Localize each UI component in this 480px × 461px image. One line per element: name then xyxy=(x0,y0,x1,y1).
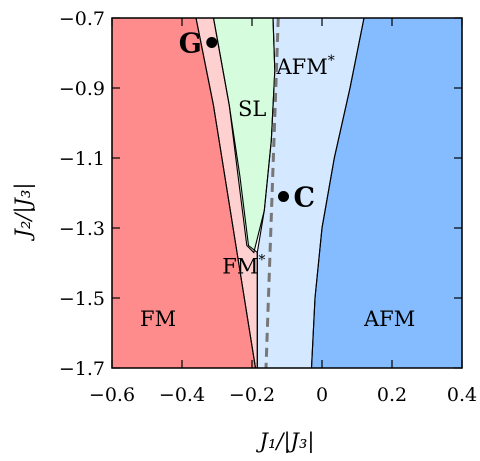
region-label-afm-star: AFM* xyxy=(276,53,335,79)
region-sl xyxy=(213,18,275,253)
point-g-label: G xyxy=(179,29,202,60)
x-tick-label: 0.2 xyxy=(377,384,407,406)
point-c-label: C xyxy=(294,183,316,214)
point-g-marker xyxy=(206,37,218,48)
y-axis-ticks: −0.7 −0.9 −1.1 −1.3 −1.5 −1.7 xyxy=(59,8,462,380)
region-label-fm: FM xyxy=(140,307,176,331)
region-label-sl: SL xyxy=(238,97,266,121)
x-tick-label: −0.2 xyxy=(229,384,275,406)
phase-regions xyxy=(112,18,462,368)
y-tick-label: −0.7 xyxy=(59,8,105,30)
marked-points: GC xyxy=(179,29,315,214)
x-axis-ticks: −0.6 −0.4 −0.2 0 0.2 0.4 xyxy=(89,18,477,406)
y-tick-label: −1.3 xyxy=(59,218,105,240)
x-axis-label: J₁/|J₃| xyxy=(256,429,315,454)
region-afm-star xyxy=(257,18,364,368)
y-axis-label: J₂/|J₃| xyxy=(11,183,36,242)
region-label-superscript: * xyxy=(328,53,335,69)
dashed-boundary-line xyxy=(264,17,280,369)
region-labels: FM FM* SL AFM* AFM xyxy=(140,53,415,331)
y-tick-label: −0.9 xyxy=(59,78,105,100)
region-label-superscript: * xyxy=(258,253,265,269)
y-tick-label: −1.7 xyxy=(59,358,105,380)
y-tick-label: −1.5 xyxy=(59,288,105,310)
region-label-afm: AFM xyxy=(363,307,415,331)
region-label-fm-star: FM* xyxy=(222,253,265,279)
x-tick-label: 0 xyxy=(316,384,328,406)
x-tick-label: −0.6 xyxy=(89,384,135,406)
y-tick-label: −1.1 xyxy=(59,148,105,170)
x-tick-label: −0.4 xyxy=(159,384,205,406)
point-c-marker xyxy=(278,191,289,202)
plot-frame xyxy=(111,17,463,369)
x-tick-label: 0.4 xyxy=(447,384,477,406)
region-fm xyxy=(112,18,256,368)
region-afm xyxy=(311,18,462,368)
